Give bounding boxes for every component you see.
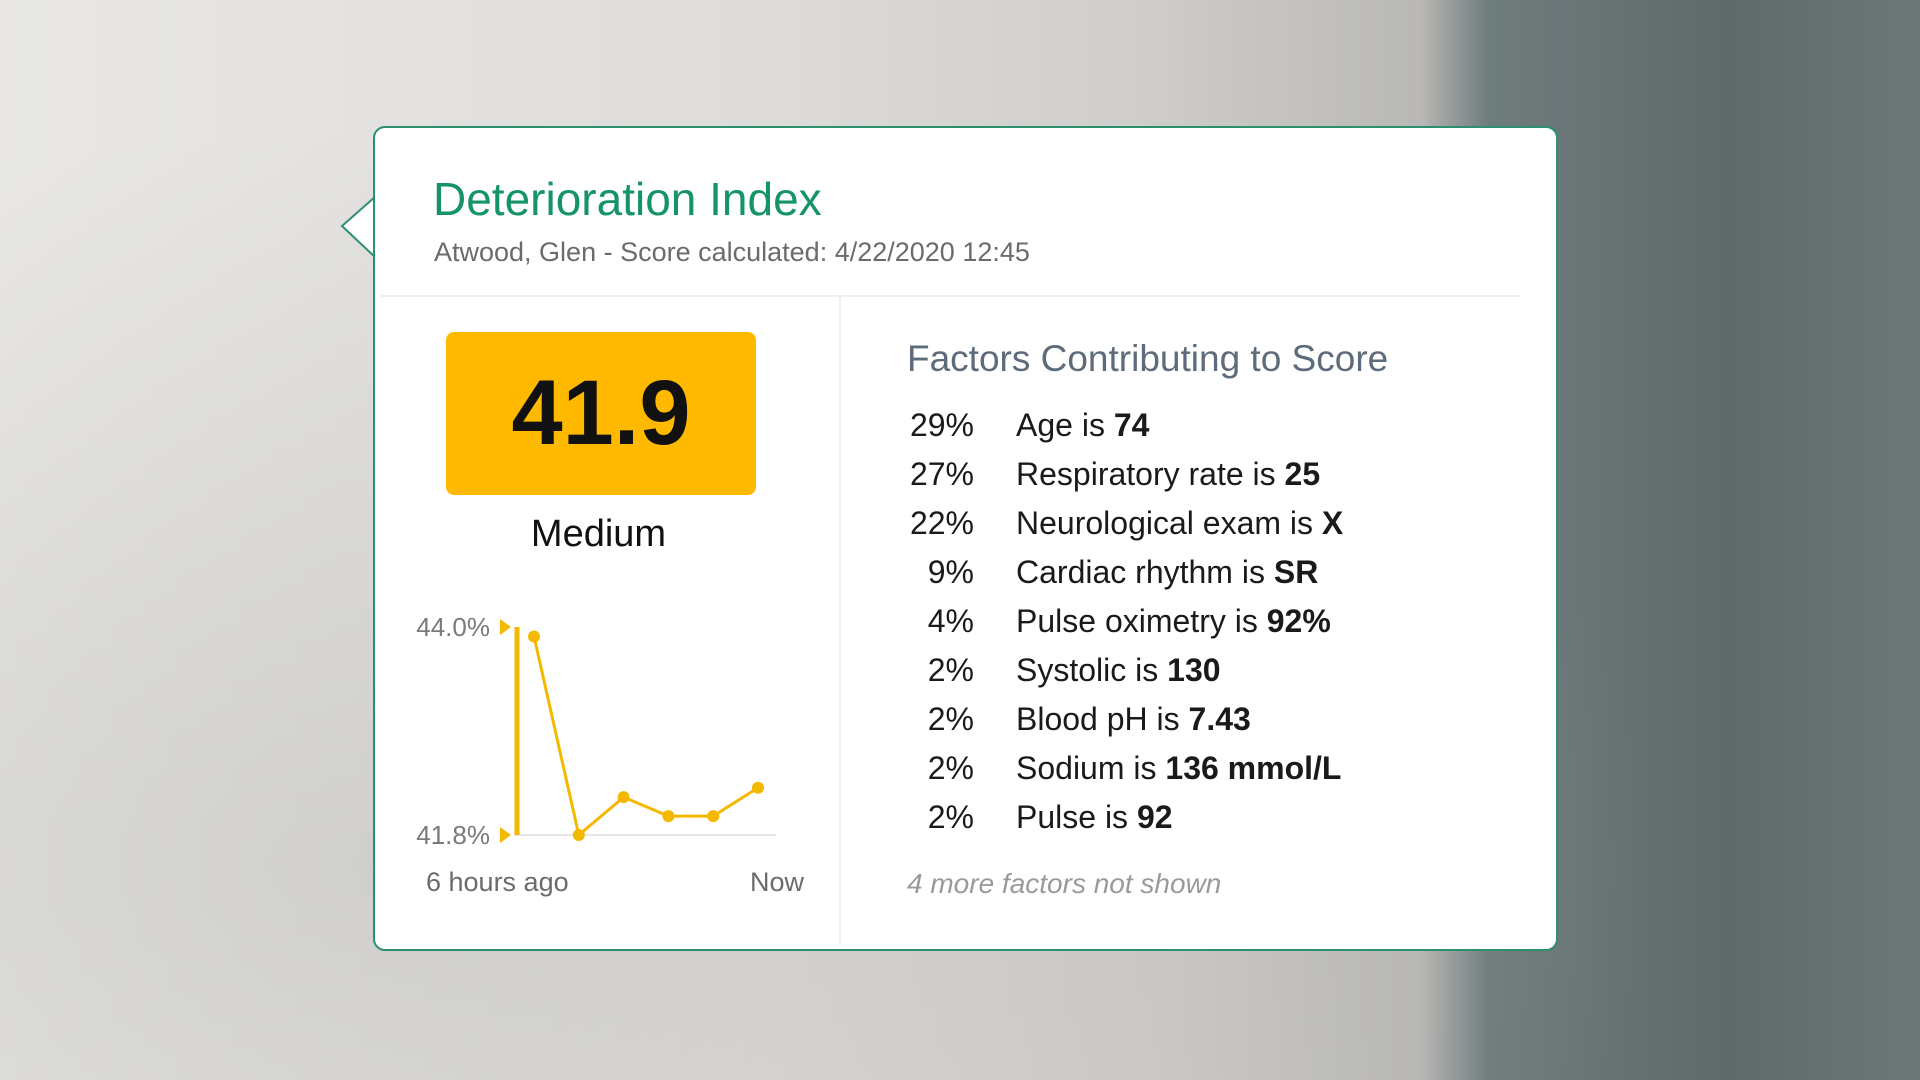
y-tick-marker xyxy=(500,619,511,635)
x-label: Now xyxy=(750,867,805,897)
factor-text: Respiratory rate is 25 xyxy=(1016,456,1320,493)
factor-pct: 4% xyxy=(927,603,974,639)
factor-value: 7.43 xyxy=(1188,701,1251,737)
factor-pct: 2% xyxy=(927,701,974,737)
factor-label: Age is xyxy=(1016,407,1105,443)
point xyxy=(617,791,630,804)
subtitle: Atwood, Glen - Score calculated: 4/22/20… xyxy=(434,237,1030,267)
factor-label: Cardiac rhythm is xyxy=(1016,554,1265,590)
factor-value: 25 xyxy=(1284,456,1321,492)
score-box: 41.9 xyxy=(446,332,756,495)
factor-label: Sodium is xyxy=(1016,750,1157,786)
point xyxy=(528,630,540,643)
score-level: Medium xyxy=(530,513,667,555)
factor-text: Pulse oximetry is 92% xyxy=(1016,603,1331,640)
x-label: 6 hours ago xyxy=(426,867,569,897)
divider xyxy=(839,297,841,945)
factor-text: Age is 74 xyxy=(1016,407,1149,444)
factors-heading: Factors Contributing to Score xyxy=(907,338,1389,379)
factor-value: 92 xyxy=(1136,799,1173,835)
title: Deterioration Index xyxy=(433,173,822,225)
factor-label: Blood pH is xyxy=(1016,701,1180,737)
factor-text: Pulse is 92 xyxy=(1016,799,1173,836)
factor-pct: 22% xyxy=(909,505,974,541)
factor-value: SR xyxy=(1273,554,1319,590)
y-tick-marker xyxy=(500,827,511,843)
factor-pct: 27% xyxy=(909,456,974,492)
factor-pct: 2% xyxy=(927,652,974,688)
divider xyxy=(380,295,1520,297)
factor-label: Pulse is xyxy=(1016,799,1129,835)
factor-text: Cardiac rhythm is SR xyxy=(1016,554,1318,591)
y-tick-label: 44.0% xyxy=(416,612,490,642)
factor-pct: 9% xyxy=(927,554,974,590)
factor-text: Neurological exam is X xyxy=(1016,505,1343,542)
factor-label: Pulse oximetry is xyxy=(1016,603,1258,639)
footnote: 4 more factors not shown xyxy=(907,868,1222,899)
factor-text: Sodium is 136 mmol/L xyxy=(1016,750,1341,787)
point xyxy=(707,810,720,823)
point xyxy=(662,810,675,823)
factor-pct: 2% xyxy=(927,750,974,786)
pointer-join xyxy=(375,198,381,256)
point xyxy=(572,829,585,841)
factor-text: Blood pH is 7.43 xyxy=(1016,701,1251,738)
point xyxy=(752,781,764,794)
factor-pct: 2% xyxy=(927,799,974,835)
factor-pct: 29% xyxy=(909,407,974,443)
y-tick-label: 41.8% xyxy=(416,820,490,850)
factor-text: Systolic is 130 xyxy=(1016,652,1221,689)
factor-label: Respiratory rate is xyxy=(1016,456,1276,492)
factor-value: 130 xyxy=(1167,652,1221,688)
factor-label: Neurological exam is xyxy=(1016,505,1314,541)
factor-value: 136 mmol/L xyxy=(1165,750,1342,786)
factor-value: X xyxy=(1321,505,1344,541)
line xyxy=(532,636,759,838)
factor-value: 74 xyxy=(1113,407,1150,443)
factor-label: Systolic is xyxy=(1016,652,1159,688)
card xyxy=(373,126,1558,951)
factor-value: 92% xyxy=(1266,603,1331,639)
